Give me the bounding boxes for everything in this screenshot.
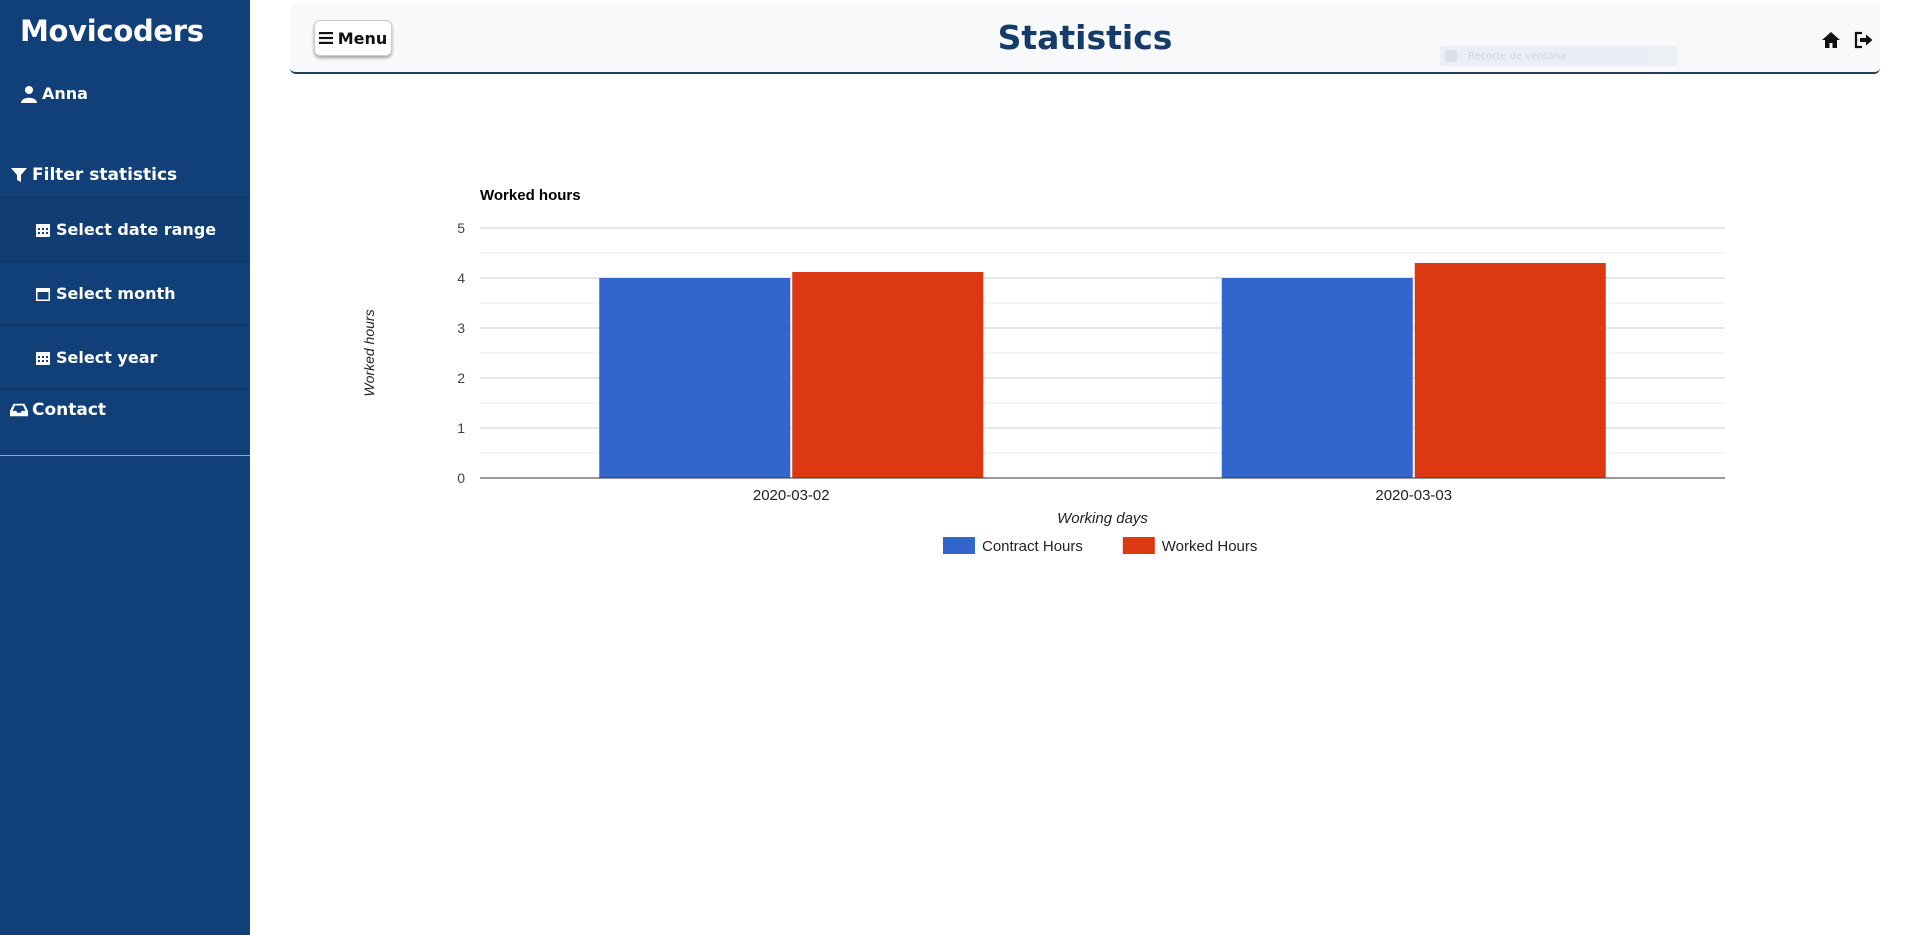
user-name: Anna <box>42 84 88 103</box>
overlay-label: Recorte de ventana <box>1468 50 1567 62</box>
filter-item-month[interactable]: Select month <box>0 262 250 326</box>
legend-label: Worked Hours <box>1162 538 1258 555</box>
contact-label: Contact <box>32 400 107 420</box>
bar-worked-hours <box>792 272 984 478</box>
filter-icon <box>10 166 28 184</box>
hamburger-icon <box>318 29 333 48</box>
logout-icon[interactable] <box>1853 29 1875 51</box>
page-title: Statistics <box>997 18 1173 57</box>
menu-button[interactable]: Menu <box>314 20 392 56</box>
x-tick-label: 2020-03-03 <box>1375 487 1452 504</box>
menu-label: Menu <box>337 28 388 48</box>
calendar-icon <box>34 285 52 303</box>
y-tick-label: 3 <box>457 320 465 336</box>
filter-statistics-toggle[interactable]: Filter statistics <box>10 165 177 185</box>
filter-item-year[interactable]: Select year <box>0 326 250 390</box>
filter-item-label: Select month <box>56 284 176 303</box>
inbox-icon <box>10 401 28 419</box>
legend-swatch <box>1122 537 1155 554</box>
brand-title[interactable]: Movicoders <box>20 14 204 48</box>
bar-contract-hours <box>599 278 791 478</box>
chart-title: Worked hours <box>480 187 581 204</box>
filter-heading: Filter statistics <box>32 165 178 185</box>
legend-swatch <box>943 537 975 554</box>
filter-item-date-range[interactable]: Select date range <box>0 197 250 262</box>
x-axis-label: Working days <box>1057 510 1148 527</box>
filter-item-label: Select date range <box>56 220 217 239</box>
user-icon <box>20 85 38 103</box>
chart-svg: Worked hours 0 1 2 3 4 5 Worked hours 2020-03-02… <box>361 187 1725 555</box>
home-icon[interactable] <box>1820 29 1842 51</box>
calendar-grid-icon <box>34 349 52 367</box>
contact-link[interactable]: Contact <box>10 400 106 420</box>
clip-icon <box>1445 50 1457 62</box>
x-tick-label: 2020-03-02 <box>753 487 830 504</box>
legend-label: Contract Hours <box>982 538 1083 555</box>
sidebar: Movicoders Anna Filter statistics Select… <box>0 0 250 935</box>
worked-hours-chart: Worked hours 0 1 2 3 4 5 Worked hours 2020-03-02… <box>340 170 1780 560</box>
filter-submenu: Select date range Select month Select ye… <box>0 197 250 390</box>
top-header: Menu Statistics Recorte de ventana <box>290 4 1880 74</box>
filter-item-label: Select year <box>56 348 158 367</box>
calendar-grid-icon <box>34 221 52 239</box>
bar-worked-hours <box>1414 263 1606 478</box>
screen-clip-overlay: Recorte de ventana <box>1440 46 1678 66</box>
y-axis-label: Worked hours <box>361 309 377 396</box>
user-link[interactable]: Anna <box>20 84 88 103</box>
y-tick-label: 0 <box>457 470 465 486</box>
sidebar-divider <box>0 455 250 456</box>
y-tick-label: 2 <box>457 370 465 386</box>
bar-contract-hours <box>1221 278 1413 478</box>
y-tick-label: 1 <box>457 420 465 436</box>
y-tick-label: 4 <box>457 270 465 286</box>
y-tick-label: 5 <box>457 220 465 236</box>
